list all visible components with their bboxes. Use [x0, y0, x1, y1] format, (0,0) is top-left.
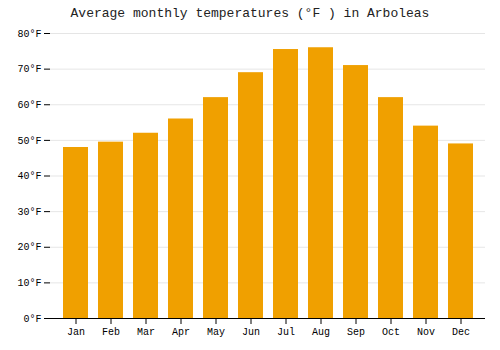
svg-text:Sep: Sep — [347, 327, 365, 338]
svg-text:20°F: 20°F — [17, 242, 41, 253]
svg-text:10°F: 10°F — [17, 278, 41, 289]
svg-text:Jan: Jan — [67, 327, 85, 338]
svg-text:0°F: 0°F — [23, 314, 41, 325]
svg-text:Feb: Feb — [102, 327, 120, 338]
svg-text:Jul: Jul — [277, 327, 295, 338]
html-text:Average monthly temperatures (: Average monthly temperatures (°F ) in Ar… — [70, 6, 430, 21]
svg-text:50°F: 50°F — [17, 136, 41, 147]
svg-text:Nov: Nov — [417, 327, 435, 338]
svg-text:May: May — [207, 327, 225, 338]
svg-text:30°F: 30°F — [17, 207, 41, 218]
svg-text:Apr: Apr — [172, 327, 190, 338]
svg-text:60°F: 60°F — [17, 100, 41, 111]
svg-text:40°F: 40°F — [17, 171, 41, 182]
svg-text:80°F: 80°F — [17, 29, 41, 40]
svg-text:Aug: Aug — [312, 327, 330, 338]
svg-text:Jun: Jun — [242, 327, 260, 338]
svg-text:70°F: 70°F — [17, 64, 41, 75]
svg-text:Dec: Dec — [452, 327, 470, 338]
svg-text:Mar: Mar — [137, 327, 155, 338]
svg-text:Oct: Oct — [382, 327, 400, 338]
